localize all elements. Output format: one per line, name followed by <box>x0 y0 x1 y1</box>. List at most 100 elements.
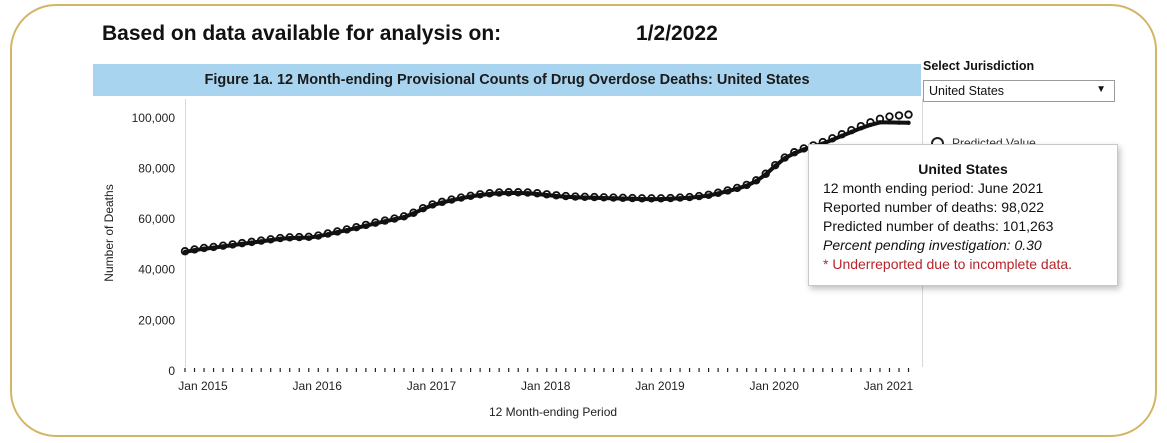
reported-point <box>506 190 511 196</box>
predicted-point <box>218 241 228 250</box>
reported-point <box>792 151 797 156</box>
predicted-point <box>285 233 294 242</box>
reported-point <box>249 240 254 245</box>
reported-point <box>316 234 321 239</box>
predicted-point <box>656 194 666 203</box>
reported-point <box>468 194 473 199</box>
predicted-point <box>437 197 447 207</box>
reported-point <box>449 198 454 203</box>
reported-point <box>696 194 702 199</box>
reported-point <box>630 196 635 202</box>
predicted-point <box>399 212 409 221</box>
predicted-point <box>628 193 637 203</box>
analysis-date: 1/2/2022 <box>636 22 718 45</box>
predicted-point <box>647 194 656 203</box>
predicted-point <box>742 180 751 190</box>
predicted-point <box>256 236 266 245</box>
reported-point <box>344 228 350 233</box>
predicted-point <box>542 190 551 199</box>
reported-point <box>220 244 226 249</box>
tooltip-pending: Percent pending investigation: 0.30 <box>823 237 1042 253</box>
predicted-point <box>685 192 694 202</box>
predicted-point <box>266 235 275 244</box>
reported-point <box>201 246 207 251</box>
predicted-point <box>618 193 628 203</box>
predicted-point <box>514 188 523 197</box>
predicted-point <box>713 188 723 197</box>
dropdown-arrow-icon: ▼ <box>1096 84 1106 95</box>
predicted-point <box>447 195 456 204</box>
y-tick-label: 60,000 <box>138 212 175 226</box>
x-tick-label: Jan 2018 <box>521 379 571 393</box>
reported-point <box>192 248 197 253</box>
reported-point <box>896 120 902 125</box>
reported-point <box>563 194 568 199</box>
predicted-point <box>599 193 609 202</box>
x-tick-label: Jan 2019 <box>635 379 685 393</box>
jurisdiction-select[interactable]: United States ▼ <box>923 80 1115 102</box>
predicted-point <box>533 189 542 198</box>
reported-point <box>287 235 292 241</box>
predicted-point <box>314 231 323 240</box>
predicted-point <box>761 169 770 178</box>
predicted-point <box>894 111 904 120</box>
reported-point <box>715 191 721 196</box>
reported-point <box>754 178 759 184</box>
predicted-point <box>199 243 209 253</box>
predicted-point <box>237 238 247 248</box>
predicted-point <box>590 192 599 202</box>
reported-point <box>487 191 492 197</box>
predicted-point <box>571 192 580 201</box>
reported-point <box>535 191 540 197</box>
reported-point <box>906 120 911 126</box>
predicted-point <box>295 232 304 242</box>
y-tick-label: 0 <box>168 364 175 378</box>
reported-point <box>258 239 264 244</box>
predicted-point <box>342 225 352 234</box>
reported-point <box>382 219 388 224</box>
predicted-point <box>694 191 704 201</box>
y-tick-label: 20,000 <box>138 313 175 327</box>
reported-point <box>782 156 787 161</box>
y-axis-title: Number of Deaths <box>102 184 116 281</box>
reported-point <box>458 196 464 201</box>
predicted-point <box>361 220 371 230</box>
reported-point <box>239 241 245 247</box>
jurisdiction-selected: United States <box>929 84 1005 98</box>
reported-point <box>392 217 397 222</box>
predicted-point <box>504 188 513 197</box>
reported-point <box>544 192 549 198</box>
reported-point <box>601 195 607 201</box>
predicted-point <box>428 200 437 209</box>
x-tick-label: Jan 2020 <box>750 379 800 393</box>
reported-point <box>763 172 768 177</box>
reported-point <box>554 193 559 199</box>
predicted-point <box>466 191 475 200</box>
reported-point <box>706 193 711 198</box>
y-tick-label: 80,000 <box>138 161 175 175</box>
reported-point <box>516 190 521 196</box>
tooltip-title: United States <box>918 161 1008 177</box>
y-tick-label: 40,000 <box>138 263 175 277</box>
reported-point <box>592 195 597 201</box>
predicted-point <box>704 190 713 199</box>
reported-point <box>297 235 302 241</box>
predicted-point <box>856 121 866 131</box>
predicted-point <box>456 193 466 202</box>
reported-point <box>620 196 626 201</box>
x-axis: Jan 2015 Jan 2016 Jan 2017 Jan 2018 Jan 2019… <box>178 368 913 393</box>
predicted-point <box>799 144 808 153</box>
predicted-point <box>904 110 913 119</box>
reported-point <box>373 221 378 226</box>
reported-point <box>582 195 588 200</box>
predicted-point <box>885 112 894 121</box>
predicted-point <box>333 227 342 236</box>
x-tick-label: Jan 2017 <box>407 379 457 393</box>
predicted-point <box>323 229 332 238</box>
series-layer <box>180 110 913 256</box>
predicted-point <box>637 194 647 203</box>
predicted-point <box>609 193 618 202</box>
reported-point <box>639 196 645 202</box>
predicted-point <box>780 153 789 162</box>
reported-point <box>687 195 692 201</box>
